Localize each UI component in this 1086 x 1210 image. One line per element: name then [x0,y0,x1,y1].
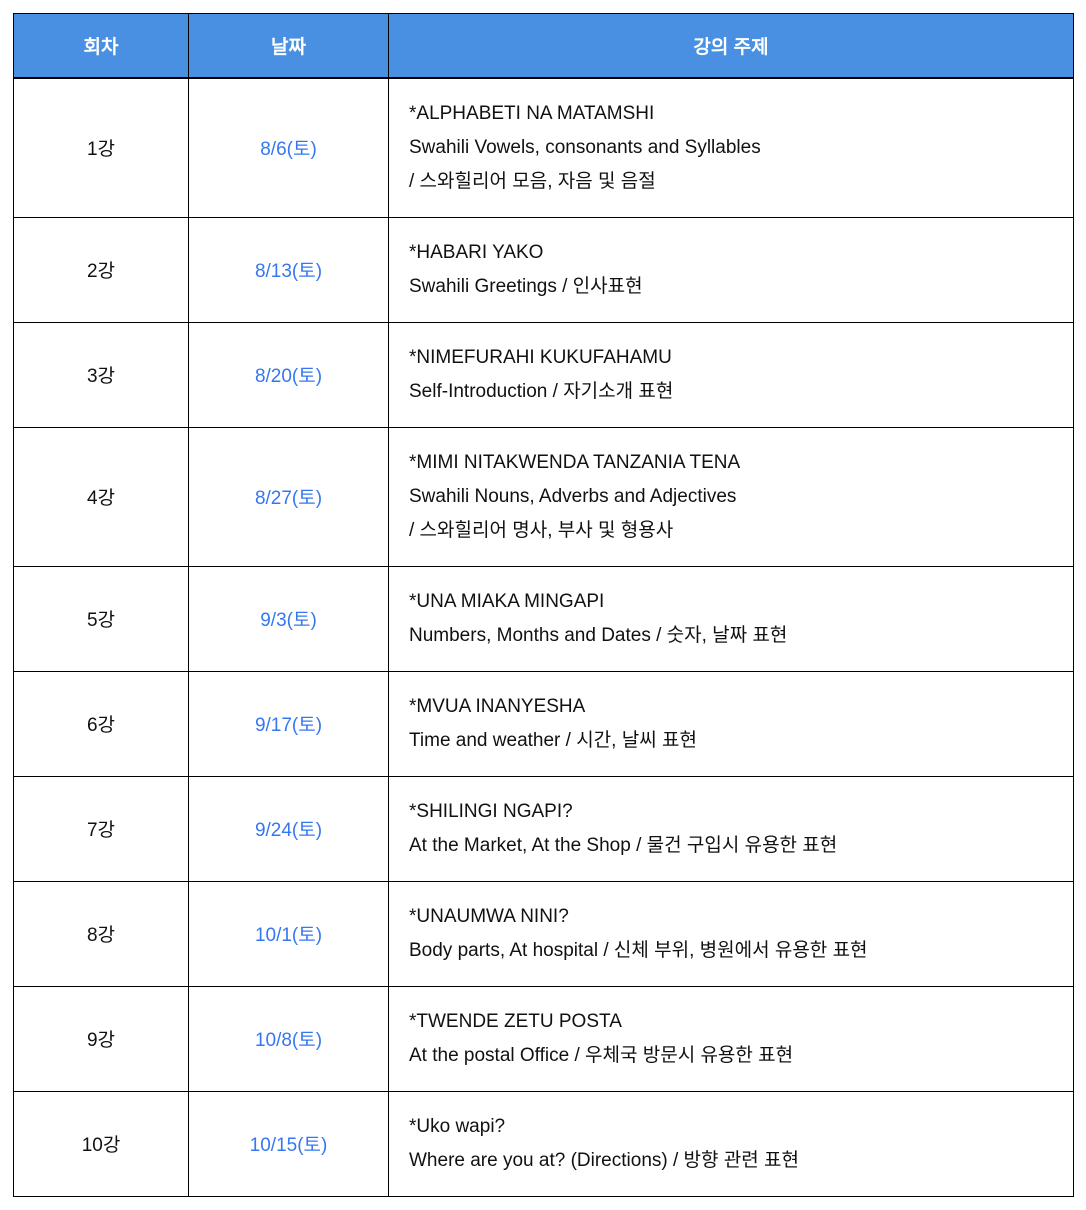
table-row: 7강 9/24(토) *SHILINGI NGAPI? At the Market… [13,775,1074,882]
date-cell: 10/1(토) [188,880,389,987]
table-row: 10강 10/15(토) *Uko wapi? Where are you at?… [13,1090,1074,1197]
topic-line: Numbers, Months and Dates / 숫자, 날짜 표현 [409,624,788,646]
session-cell: 10강 [13,1090,189,1197]
topic-line: *MIMI NITAKWENDA TANZANIA TENA [409,451,741,473]
session-cell: 5강 [13,565,189,672]
topic-cell: *UNA MIAKA MINGAPI Numbers, Months and Da… [388,565,1074,672]
table-row: 6강 9/17(토) *MVUA INANYESHA Time and weath… [13,670,1074,777]
course-schedule-table: 회차 날짜 강의 주제 1강 8/6(토) *ALPHABETI NA MATA… [13,13,1074,1197]
session-cell: 7강 [13,775,189,882]
topic-line: Body parts, At hospital / 신체 부위, 병원에서 유용… [409,939,868,961]
date-cell: 10/15(토) [188,1090,389,1197]
column-header-session: 회차 [13,13,189,79]
session-cell: 4강 [13,426,189,567]
topic-line: Swahili Vowels, consonants and Syllables [409,136,761,158]
session-cell: 3강 [13,321,189,428]
table-row: 9강 10/8(토) *TWENDE ZETU POSTA At the post… [13,985,1074,1092]
date-cell: 9/24(토) [188,775,389,882]
topic-cell: *HABARI YAKO Swahili Greetings / 인사표현 [388,216,1074,323]
table-body: 1강 8/6(토) *ALPHABETI NA MATAMSHI Swahili … [13,77,1074,1197]
table-row: 3강 8/20(토) *NIMEFURAHI KUKUFAHAMU Self-In… [13,321,1074,428]
column-header-topic: 강의 주제 [388,13,1074,79]
topic-cell: *SHILINGI NGAPI? At the Market, At the Sh… [388,775,1074,882]
session-cell: 2강 [13,216,189,323]
topic-line: *UNA MIAKA MINGAPI [409,590,605,612]
topic-line: / 스와힐리어 명사, 부사 및 형용사 [409,519,674,541]
table-row: 1강 8/6(토) *ALPHABETI NA MATAMSHI Swahili … [13,77,1074,218]
date-cell: 10/8(토) [188,985,389,1092]
topic-line: At the Market, At the Shop / 물건 구입시 유용한 … [409,834,838,856]
topic-line: *HABARI YAKO [409,241,544,263]
date-cell: 9/3(토) [188,565,389,672]
topic-line: *ALPHABETI NA MATAMSHI [409,102,655,124]
topic-cell: *TWENDE ZETU POSTA At the postal Office /… [388,985,1074,1092]
date-cell: 8/6(토) [188,77,389,218]
topic-line: / 스와힐리어 모음, 자음 및 음절 [409,170,656,192]
topic-line: Time and weather / 시간, 날씨 표현 [409,729,697,751]
date-cell: 8/13(토) [188,216,389,323]
topic-line: Swahili Greetings / 인사표현 [409,275,643,297]
column-header-date: 날짜 [188,13,389,79]
table-row: 8강 10/1(토) *UNAUMWA NINI? Body parts, At … [13,880,1074,987]
topic-line: *UNAUMWA NINI? [409,905,569,927]
date-cell: 9/17(토) [188,670,389,777]
topic-line: At the postal Office / 우체국 방문시 유용한 표현 [409,1044,794,1066]
topic-cell: *MIMI NITAKWENDA TANZANIA TENA Swahili No… [388,426,1074,567]
topic-line: *Uko wapi? [409,1115,506,1137]
topic-line: *TWENDE ZETU POSTA [409,1010,622,1032]
topic-cell: *MVUA INANYESHA Time and weather / 시간, 날씨… [388,670,1074,777]
session-cell: 8강 [13,880,189,987]
session-cell: 9강 [13,985,189,1092]
topic-line: *SHILINGI NGAPI? [409,800,573,822]
table-row: 2강 8/13(토) *HABARI YAKO Swahili Greetings… [13,216,1074,323]
topic-line: *MVUA INANYESHA [409,695,586,717]
table-row: 4강 8/27(토) *MIMI NITAKWENDA TANZANIA TEN… [13,426,1074,567]
topic-cell: *Uko wapi? Where are you at? (Directions)… [388,1090,1074,1197]
date-cell: 8/20(토) [188,321,389,428]
topic-cell: *NIMEFURAHI KUKUFAHAMU Self-Introduction … [388,321,1074,428]
topic-cell: *ALPHABETI NA MATAMSHI Swahili Vowels, co… [388,77,1074,218]
table-header: 회차 날짜 강의 주제 [13,13,1074,79]
session-cell: 6강 [13,670,189,777]
topic-line: Swahili Nouns, Adverbs and Adjectives [409,485,737,507]
date-cell: 8/27(토) [188,426,389,567]
topic-cell: *UNAUMWA NINI? Body parts, At hospital / … [388,880,1074,987]
table-row: 5강 9/3(토) *UNA MIAKA MINGAPI Numbers, Mon… [13,565,1074,672]
header-row: 회차 날짜 강의 주제 [13,13,1074,79]
topic-line: Where are you at? (Directions) / 방향 관련 표… [409,1149,799,1171]
session-cell: 1강 [13,77,189,218]
topic-line: Self-Introduction / 자기소개 표현 [409,380,674,402]
topic-line: *NIMEFURAHI KUKUFAHAMU [409,346,672,368]
